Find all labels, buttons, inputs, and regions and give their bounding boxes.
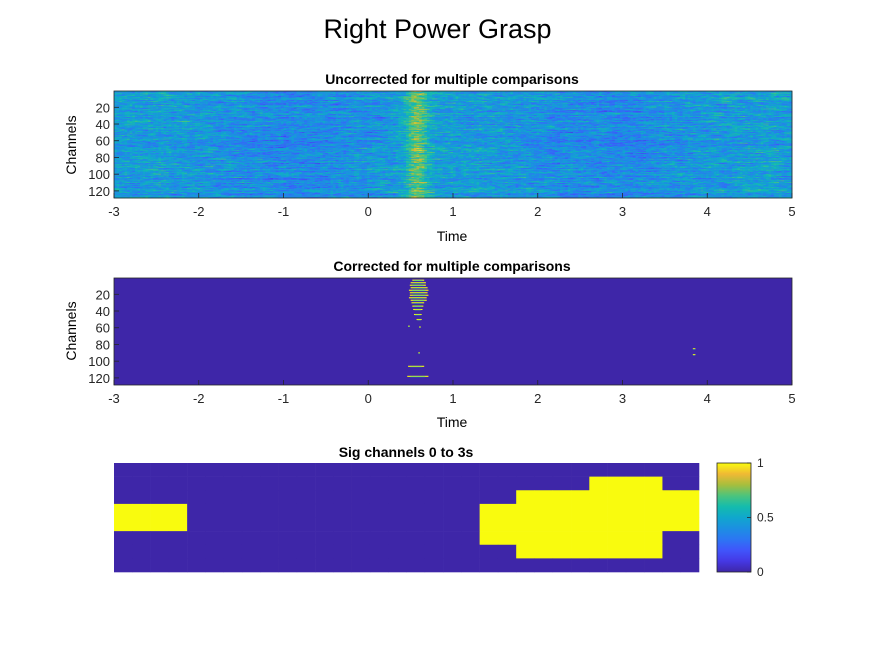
panel1-title: Uncorrected for multiple comparisons xyxy=(325,71,579,87)
uncorrected-heatmap-cells xyxy=(114,91,792,198)
uncorrected-heatmap-panel: Uncorrected for multiple comparisons -3-… xyxy=(63,71,796,244)
